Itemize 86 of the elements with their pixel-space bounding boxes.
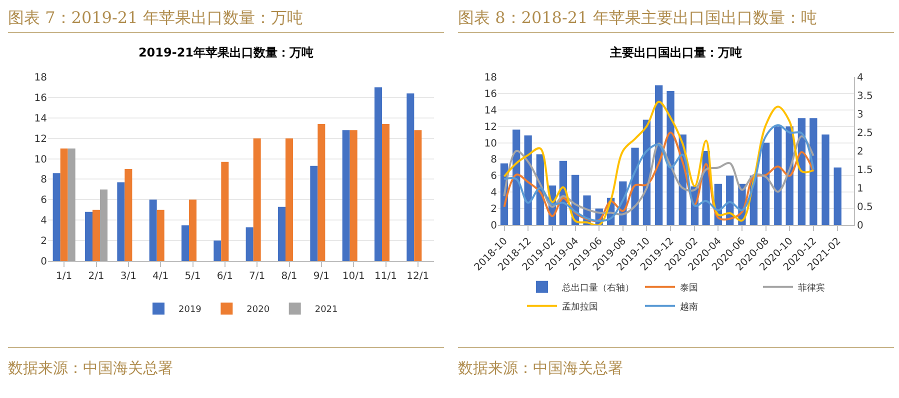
bar [149,200,157,261]
x-tick-label: 11/1 [374,271,397,282]
y-tick-label: 0 [490,220,497,232]
y-tick-label: 14 [484,105,497,116]
bar [822,134,830,225]
y-tick-label: 10 [34,154,47,166]
bar [189,200,196,261]
x-tick-label: 8/1 [281,271,298,282]
bar [156,210,164,261]
bar [310,166,318,261]
y-tick-label: 16 [34,92,47,104]
legend-label: 菲律宾 [798,282,825,294]
y2-tick-label: 2.5 [857,128,873,139]
line-series [503,100,814,225]
legend-label: 2019 [178,305,202,316]
y-tick-label: 8 [490,154,497,166]
y2-tick-label: 0 [857,220,864,232]
y2-tick-label: 3 [857,110,864,120]
x-tick-label: 3/1 [120,271,136,282]
x-tick-label: 2/1 [88,271,104,282]
x-tick-label: 5/1 [184,271,201,282]
y-tick-label: 2 [40,236,47,248]
y-tick-label: 2 [490,204,497,216]
bar [124,169,132,261]
legend-label: 孟加拉国 [562,301,598,312]
y-tick-label: 0 [40,256,47,268]
y2-tick-label: 0.5 [857,202,873,213]
legend-label: 越南 [680,301,698,312]
legend-label: 泰国 [680,282,698,294]
y2-tick-label: 1.5 [857,165,873,176]
bar [350,130,358,261]
bar [774,126,782,225]
bar [117,182,125,261]
x-tick-label: 7/1 [249,271,266,282]
bar [286,138,293,261]
y-tick-label: 12 [34,134,47,145]
y-tick-label: 8 [40,174,47,186]
y-tick-label: 14 [34,113,47,124]
bar [414,130,422,261]
bar [214,240,222,261]
y2-tick-label: 1 [857,184,864,194]
bar [762,142,770,225]
source-note: 数据来源：中国海关总署 [8,347,444,388]
y-tick-label: 18 [484,72,497,84]
y-tick-label: 4 [490,188,497,199]
bar [52,173,60,261]
bar [221,162,229,261]
y-tick-label: 18 [34,72,47,84]
bar [374,87,382,261]
bar [84,212,92,261]
legend-label: 总出口量（右轴） [561,282,634,294]
chart-subtitle: 主要出口国出口量：万吨 [609,45,742,60]
y2-tick-label: 3.5 [857,91,873,102]
y-tick-label: 4 [40,216,47,227]
bar [318,124,326,261]
y-tick-label: 10 [484,138,497,150]
bar [100,189,108,261]
bar [253,138,261,261]
chart-subtitle: 2019-21年苹果出口数量：万吨 [138,45,314,60]
y2-tick-label: 2 [857,146,864,158]
bar [278,206,286,261]
bar [92,210,100,261]
legend-label: 2021 [314,305,338,316]
x-tick-label: 6/1 [216,271,233,282]
bar [246,227,254,261]
y-tick-label: 12 [484,122,497,133]
y-tick-label: 6 [490,171,497,182]
legend-label: 2020 [246,305,270,316]
x-tick-label: 12/1 [406,271,430,282]
chart-title: 图表 7：2019-21 年苹果出口数量：万吨 [8,0,444,33]
source-note: 数据来源：中国海关总署 [458,347,894,388]
x-tick-label: 9/1 [313,271,330,282]
x-tick-label: 1/1 [56,271,72,282]
chart-title: 图表 8：2018-21 年苹果主要出口国出口数量：吨 [458,0,894,33]
x-tick-label: 10/1 [342,271,365,282]
bar [406,93,414,261]
bar [60,148,68,261]
bar [382,124,390,261]
y-tick-label: 6 [40,195,47,206]
bar [342,130,350,261]
bar [68,148,76,261]
bar [834,167,842,225]
x-tick-label: 4/1 [152,271,169,282]
y2-tick-label: 4 [857,72,864,84]
y-tick-label: 16 [484,88,497,100]
bar [181,225,189,261]
